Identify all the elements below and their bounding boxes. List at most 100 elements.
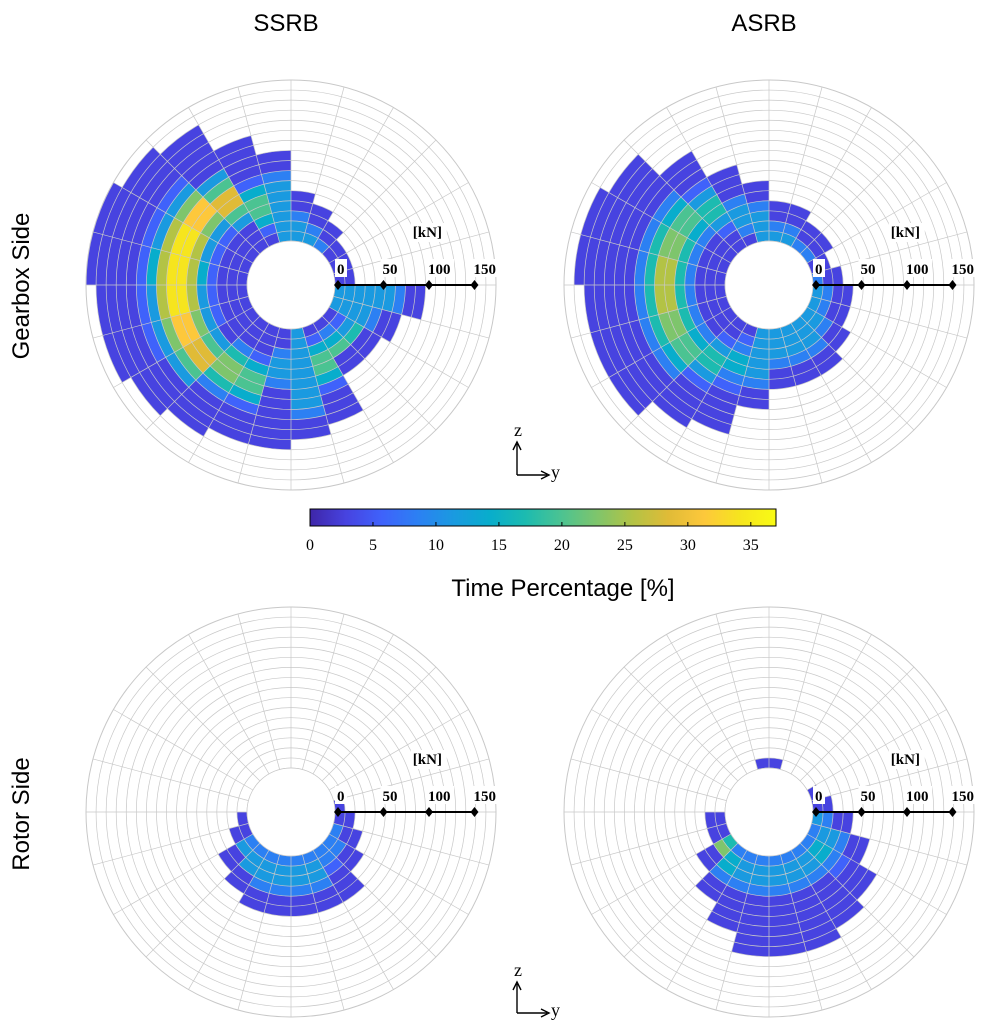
radial-scale-label: 0: [815, 789, 823, 805]
heat-cell: [191, 337, 218, 366]
heat-cell: [769, 346, 789, 360]
heat-cell: [726, 203, 750, 221]
heat-cell: [744, 366, 769, 380]
heat-cell: [796, 323, 815, 341]
colorbar-tick-label: 30: [680, 537, 696, 554]
heat-cell: [695, 351, 722, 376]
heat-cell: [668, 232, 688, 261]
polar-heatmap-rotor-ssrb: 0 50 100 150 [kN]: [85, 606, 500, 1018]
heat-cell: [788, 876, 812, 894]
heat-cell: [226, 232, 246, 253]
heat-cell: [580, 187, 609, 238]
heat-cell: [769, 337, 786, 350]
heat-cell: [604, 285, 620, 328]
heat-cell: [707, 252, 723, 272]
heat-cell: [213, 135, 254, 160]
heat-cell: [258, 858, 278, 874]
heat-cell: [271, 210, 291, 224]
grid-spoke: [811, 231, 968, 274]
heat-cell: [752, 864, 769, 877]
grid-spoke: [780, 86, 823, 243]
heat-cell: [716, 857, 737, 877]
heat-cell: [769, 873, 789, 887]
heat-cell: [250, 424, 291, 440]
heat-cell: [807, 839, 825, 858]
heat-cell: [674, 285, 688, 310]
heat-cell: [711, 902, 742, 923]
heat-cell: [730, 316, 747, 332]
heat-cell: [350, 327, 373, 352]
heat-cell: [188, 159, 224, 190]
heat-cell: [643, 182, 674, 218]
heat-cell: [323, 220, 344, 240]
radial-scale-marker: [379, 807, 388, 817]
heat-cell: [629, 212, 653, 251]
grid-spoke: [811, 758, 968, 801]
heat-cell: [658, 227, 679, 258]
heat-cell: [310, 349, 334, 367]
heat-cell: [785, 340, 807, 357]
radial-scale-marker: [812, 280, 820, 290]
grid-spoke: [780, 613, 823, 770]
grid-spoke: [302, 854, 345, 1011]
heat-cell: [788, 349, 812, 367]
heat-cell: [258, 160, 291, 175]
heat-cell: [195, 373, 229, 402]
heat-cell: [643, 352, 674, 388]
heat-cell: [716, 893, 745, 913]
heat-cell: [730, 843, 747, 859]
heat-cell: [304, 331, 324, 347]
colorbar-tick-label: 0: [306, 537, 314, 554]
heat-cell: [323, 857, 344, 877]
heat-cell: [157, 357, 189, 395]
heat-cell: [401, 285, 416, 318]
heat-cell: [749, 346, 769, 360]
heat-cell: [318, 323, 337, 341]
grid-spoke: [591, 182, 732, 264]
heat-cell: [226, 285, 239, 302]
heat-cell: [803, 928, 842, 952]
radial-scale-label-bg: [949, 786, 978, 804]
heat-cell: [814, 317, 834, 338]
grid-spoke: [623, 139, 739, 255]
axis-label-y: y: [551, 1000, 560, 1020]
heat-cell: [343, 812, 356, 829]
heat-cell: [798, 911, 832, 933]
heat-cell: [835, 859, 860, 886]
heat-cell: [291, 190, 316, 204]
grid-spoke: [715, 613, 758, 770]
grid-spoke: [591, 833, 732, 915]
center-hole: [246, 240, 336, 330]
heat-cell: [328, 864, 351, 885]
heat-cell: [170, 314, 192, 348]
heat-cell: [680, 177, 712, 205]
grid-spoke: [715, 854, 758, 1011]
heat-cell: [714, 271, 727, 285]
heat-cell: [673, 168, 707, 197]
grid-spoke: [312, 634, 394, 775]
grid-spoke: [113, 709, 254, 791]
heat-cell: [165, 182, 196, 218]
heat-cell: [269, 200, 291, 214]
heat-cell: [313, 238, 330, 254]
heat-cell: [755, 327, 769, 340]
heat-cell: [122, 147, 161, 193]
heat-cell: [304, 223, 324, 239]
grid-spoke: [333, 823, 490, 866]
heat-cell: [131, 325, 158, 368]
heat-cell: [116, 285, 132, 331]
heat-cell: [315, 893, 344, 913]
heat-cell: [338, 351, 365, 376]
heat-cell: [216, 265, 230, 285]
heat-cell: [734, 932, 769, 947]
radial-scale-marker: [903, 280, 911, 290]
heat-cell: [815, 298, 831, 318]
grid-spoke: [237, 86, 280, 243]
heat-cell: [218, 849, 239, 872]
heat-cell: [271, 873, 291, 887]
heat-cell: [697, 247, 714, 269]
heat-cell: [691, 410, 732, 435]
heat-cell: [252, 238, 269, 254]
heat-cell: [266, 190, 291, 204]
heat-cell: [231, 212, 254, 233]
